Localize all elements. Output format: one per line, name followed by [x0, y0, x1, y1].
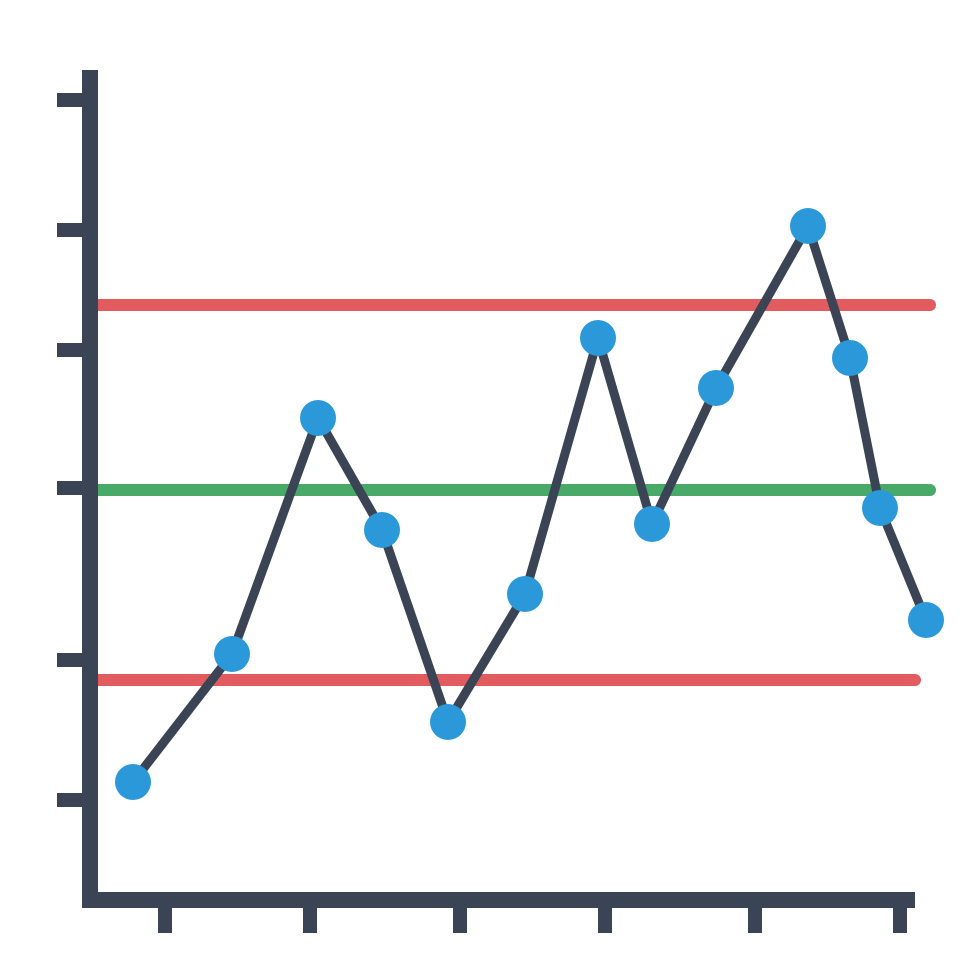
data-point-1: [214, 636, 250, 672]
axes-group: [57, 70, 915, 933]
data-point-2: [300, 400, 336, 436]
reference-lines-group: [98, 305, 930, 680]
data-point-11: [862, 490, 898, 526]
data-point-4: [430, 704, 466, 740]
data-point-12: [908, 602, 944, 638]
data-point-6: [580, 320, 616, 356]
control-chart: [0, 0, 980, 980]
data-point-10: [832, 340, 868, 376]
data-point-7: [634, 506, 670, 542]
data-point-8: [698, 370, 734, 406]
data-point-5: [507, 576, 543, 612]
data-point-3: [364, 512, 400, 548]
data-point-0: [115, 764, 151, 800]
data-point-9: [790, 208, 826, 244]
series-markers-group: [115, 208, 944, 800]
